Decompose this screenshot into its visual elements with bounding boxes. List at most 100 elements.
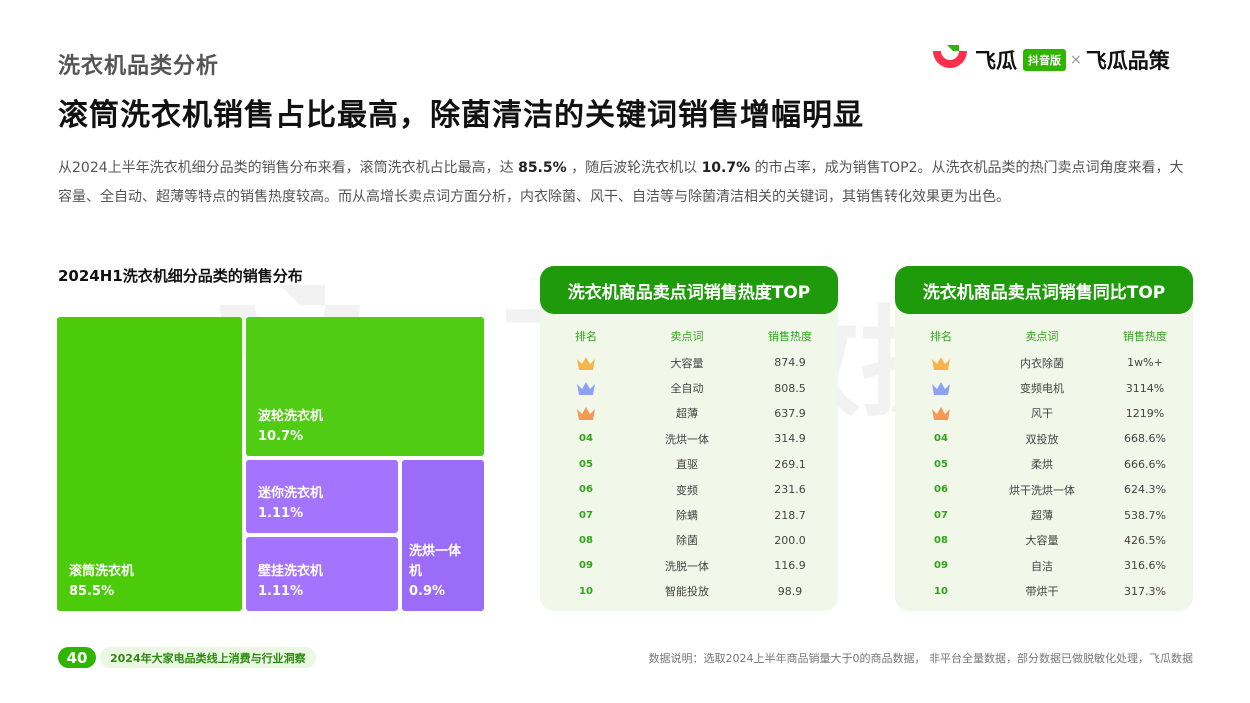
table-row: 超薄 637.9: [540, 401, 838, 426]
table-row: 全自动 808.5: [540, 375, 838, 400]
report-title: 2024年大家电品类线上消费与行业洞察: [100, 647, 316, 668]
data-note: 数据说明：选取2024上半年商品销量大于0的商品数据， 非平台全量数据，部分数据…: [648, 651, 1194, 665]
keyword-cell: 烘干洗烘一体: [1009, 483, 1075, 497]
rank-text: 04: [579, 433, 593, 445]
keyword-cell: 大容量: [1025, 534, 1059, 548]
tile-label: 波轮洗衣机: [258, 409, 324, 424]
rank-number: 09: [895, 560, 987, 571]
rank-text: 10: [934, 585, 948, 597]
treemap-tile-wall-washer: 壁挂洗衣机 1.11%: [246, 537, 398, 611]
intro-paragraph: 从2024上半年洗衣机细分品类的销售分布来看，滚筒洗衣机占比最高，达 85.5%…: [58, 154, 1194, 212]
rank-crown-icon: [895, 355, 987, 371]
rank-number: 08: [540, 535, 632, 546]
keyword-cell: 带烘干: [1025, 585, 1059, 599]
tile-value: 10.7%: [258, 429, 304, 444]
keyword-cell: 超薄: [676, 407, 698, 421]
value-cell: 426.5%: [1124, 533, 1166, 547]
hot-panel-title: 洗衣机商品卖点词销售热度TOP: [540, 266, 838, 314]
yoy-panel-title: 洗衣机商品卖点词销售同比TOP: [895, 266, 1193, 314]
value-cell: 668.6%: [1124, 432, 1166, 446]
rank-number: 04: [895, 433, 987, 444]
intro-value-1: 85.5%: [518, 160, 567, 176]
logo-partner-text: 飞瓜品策: [1085, 49, 1170, 73]
rank-number: 07: [540, 510, 632, 521]
crown-icon: [577, 382, 595, 396]
tile-value: 0.9%: [409, 584, 446, 599]
rank-crown-icon: [895, 405, 987, 421]
table-row: 大容量 874.9: [540, 350, 838, 375]
tile-label: 迷你洗衣机: [258, 486, 324, 501]
intro-text-1: 从2024上半年洗衣机细分品类的销售分布来看，滚筒洗衣机占比最高，达: [58, 160, 519, 176]
keyword-cell: 洗烘一体: [665, 432, 709, 446]
value-cell: 316.6%: [1124, 559, 1166, 573]
intro-text-2: ，随后波轮洗衣机以: [566, 160, 702, 176]
brand-logo: 飞瓜 抖音版 × 飞瓜品策: [930, 44, 1192, 76]
value-cell: 538.7%: [1124, 508, 1166, 522]
rank-number: 05: [540, 459, 632, 470]
header-keyword: 卖点词: [670, 330, 704, 343]
rank-text: 08: [579, 534, 593, 546]
table-row: 08 大容量 426.5%: [895, 528, 1193, 553]
keyword-cell: 洗脱一体: [665, 559, 709, 573]
value-cell: 874.9: [774, 356, 806, 370]
table-row: 风干 1219%: [895, 401, 1193, 426]
table-row: 08 除菌 200.0: [540, 528, 838, 553]
table-row: 05 柔烘 666.6%: [895, 452, 1193, 477]
crown-icon: [577, 356, 595, 370]
table-row: 06 烘干洗烘一体 624.3%: [895, 477, 1193, 502]
rank-number: 05: [895, 459, 987, 470]
table-row: 07 超薄 538.7%: [895, 502, 1193, 527]
rank-number: 10: [540, 586, 632, 597]
rank-text: 08: [934, 534, 948, 546]
rank-crown-icon: [895, 380, 987, 396]
value-cell: 116.9: [774, 559, 806, 573]
section-title: 洗衣机品类分析: [58, 54, 220, 79]
value-cell: 624.3%: [1124, 483, 1166, 497]
tile-value: 85.5%: [69, 584, 115, 599]
table-row: 09 洗脱一体 116.9: [540, 553, 838, 578]
rank-crown-icon: [540, 405, 632, 421]
hot-keyword-panel: 洗衣机商品卖点词销售热度TOP 排名 卖点词 销售热度 大容量 874.9 全自动 8…: [540, 266, 838, 611]
table-row: 04 双投放 668.6%: [895, 426, 1193, 451]
rank-crown-icon: [540, 355, 632, 371]
header-rank: 排名: [575, 330, 597, 343]
rank-number: 07: [895, 510, 987, 521]
table-row: 内衣除菌 1w%+: [895, 350, 1193, 375]
keyword-cell: 双投放: [1025, 432, 1059, 446]
header-heat: 销售热度: [1123, 330, 1167, 343]
value-cell: 269.1: [774, 457, 806, 471]
value-cell: 3114%: [1125, 381, 1165, 395]
header-rank: 排名: [930, 330, 952, 343]
value-cell: 317.3%: [1124, 584, 1166, 598]
header-keyword: 卖点词: [1025, 330, 1059, 343]
logo-separator: ×: [1070, 52, 1082, 68]
rank-text: 09: [934, 560, 948, 572]
tile-value: 1.11%: [258, 584, 304, 599]
table-row: 09 自洁 316.6%: [895, 553, 1193, 578]
table-row: 10 智能投放 98.9: [540, 579, 838, 604]
logo-badge: 抖音版: [1023, 49, 1066, 71]
treemap-tile-drum-washer: 滚筒洗衣机 85.5%: [57, 317, 242, 611]
table-row: 变频电机 3114%: [895, 375, 1193, 400]
rank-text: 04: [934, 433, 948, 445]
rank-text: 05: [934, 458, 948, 470]
rank-text: 09: [579, 560, 593, 572]
keyword-cell: 变频电机: [1020, 382, 1064, 396]
tile-label: 洗烘一体机: [409, 544, 462, 579]
value-cell: 808.5: [774, 381, 806, 395]
value-cell: 98.9: [777, 584, 803, 598]
keyword-cell: 大容量: [670, 356, 704, 370]
rank-number: 10: [895, 586, 987, 597]
hot-keyword-table: 排名 卖点词 销售热度 大容量 874.9 全自动 808.5 超薄 637.9 04 洗烘一…: [540, 322, 838, 604]
keyword-cell: 内衣除菌: [1020, 356, 1064, 370]
value-cell: 637.9: [774, 406, 806, 420]
keyword-cell: 全自动: [670, 382, 704, 396]
rank-crown-icon: [540, 380, 632, 396]
yoy-keyword-panel: 洗衣机商品卖点词销售同比TOP 排名 卖点词 销售热度 内衣除菌 1w%+ 变频电机…: [895, 266, 1193, 611]
value-cell: 231.6: [774, 483, 806, 497]
chart-title: 2024H1洗衣机细分品类的销售分布: [58, 267, 303, 285]
keyword-cell: 超薄: [1031, 509, 1053, 523]
tile-value: 1.11%: [258, 506, 304, 521]
table-row: 06 变频 231.6: [540, 477, 838, 502]
treemap-tile-washer-dryer: 洗烘一体机 0.9%: [402, 460, 484, 611]
